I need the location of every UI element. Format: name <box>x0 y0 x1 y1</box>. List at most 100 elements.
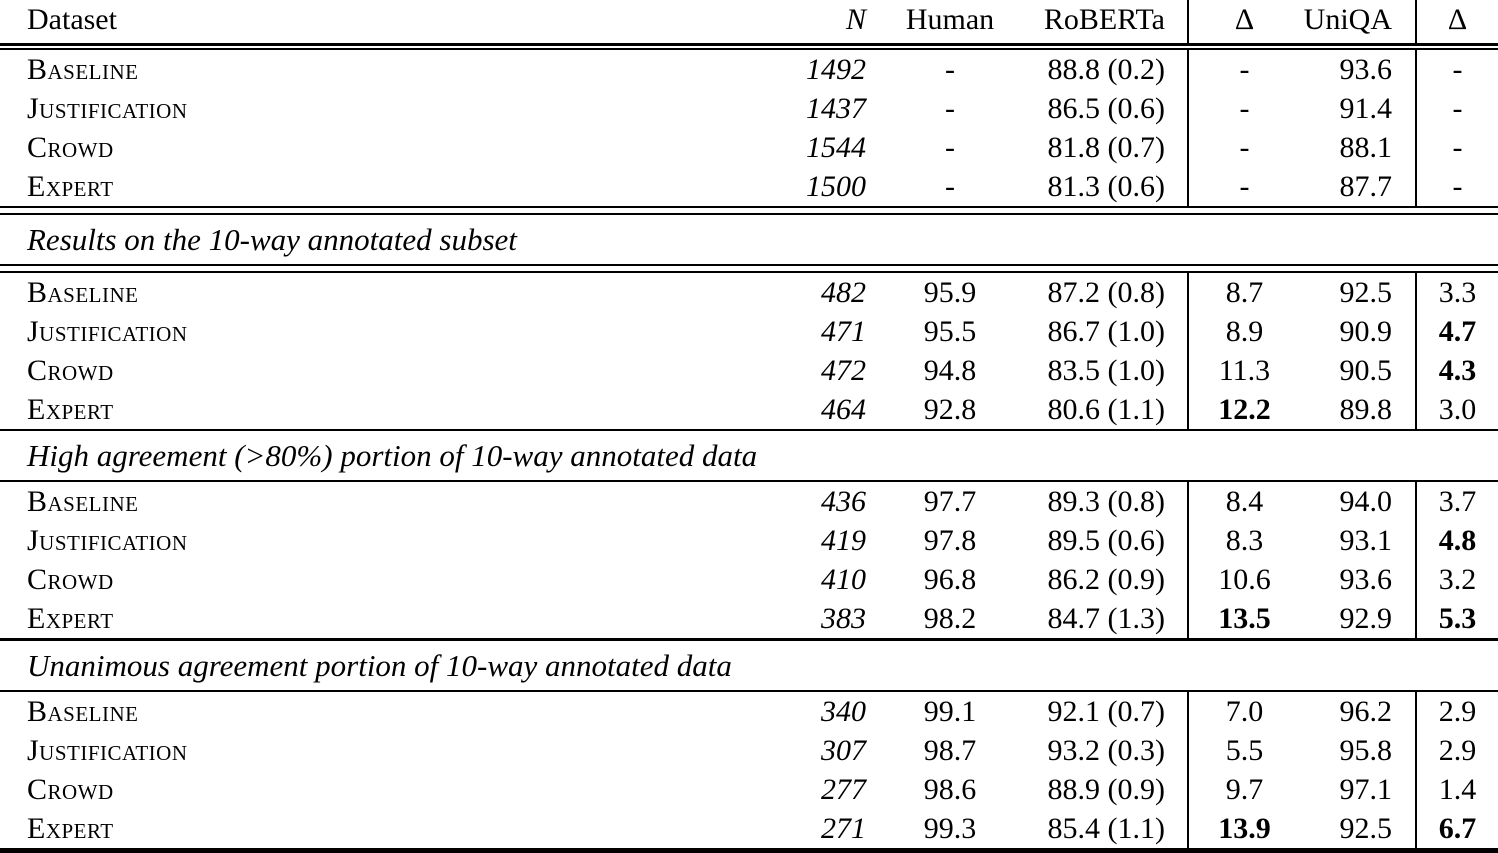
uniqa-accuracy-cell: 92.5 <box>1339 276 1393 309</box>
human-accuracy-cell: 98.2 <box>923 602 977 635</box>
dataset-cell: Baseline <box>27 485 139 518</box>
column-header-uniqa: UniQA <box>1303 3 1392 36</box>
roberta-accuracy-cell: 85.4 (1.1) <box>1047 812 1165 845</box>
delta-uniqa-cell: 6.7 <box>1415 809 1498 848</box>
delta-roberta-cell: 11.3 <box>1187 351 1300 390</box>
section-title-unanimous-agreement: Unanimous agreement portion of 10-way an… <box>27 648 732 683</box>
human-accuracy-cell: - <box>945 170 955 203</box>
table-block-full-set: Baseline 1492 - 88.8 (0.2) - 93.6 - Just… <box>0 50 1498 206</box>
roberta-accuracy-cell: 86.2 (0.9) <box>1047 563 1165 596</box>
delta-roberta-cell: 9.7 <box>1187 770 1300 809</box>
roberta-accuracy-cell: 89.5 (0.6) <box>1047 524 1165 557</box>
table-row: Justification 419 97.8 89.5 (0.6) 8.3 93… <box>0 521 1498 560</box>
table-block-unanimous-agreement: Baseline 340 99.1 92.1 (0.7) 7.0 96.2 2.… <box>0 692 1498 848</box>
column-header-roberta: RoBERTa <box>1043 3 1165 36</box>
horizontal-rule <box>0 690 1498 692</box>
delta-roberta-cell: 8.9 <box>1187 312 1300 351</box>
delta-uniqa-cell: 3.7 <box>1415 482 1498 521</box>
dataset-cell: Crowd <box>27 131 114 164</box>
dataset-cell: Crowd <box>27 354 114 387</box>
human-accuracy-cell: 97.7 <box>923 485 977 518</box>
dataset-cell: Baseline <box>27 276 139 309</box>
dataset-cell: Expert <box>27 170 114 203</box>
roberta-accuracy-cell: 81.3 (0.6) <box>1047 170 1165 203</box>
delta-uniqa-cell: 2.9 <box>1415 731 1498 770</box>
delta-uniqa-cell: 4.3 <box>1415 351 1498 390</box>
roberta-accuracy-cell: 86.7 (1.0) <box>1047 315 1165 348</box>
delta-uniqa-cell: 3.2 <box>1415 560 1498 599</box>
delta-uniqa-cell: 5.3 <box>1415 599 1498 638</box>
delta-uniqa-cell: 2.9 <box>1415 692 1498 731</box>
delta-uniqa-cell: - <box>1415 89 1498 128</box>
uniqa-accuracy-cell: 88.1 <box>1339 131 1393 164</box>
table-row: Justification 1437 - 86.5 (0.6) - 91.4 - <box>0 89 1498 128</box>
human-accuracy-cell: 98.6 <box>923 773 977 806</box>
roberta-accuracy-cell: 92.1 (0.7) <box>1047 695 1165 728</box>
dataset-cell: Justification <box>27 524 188 557</box>
roberta-accuracy-cell: 87.2 (0.8) <box>1047 276 1165 309</box>
table-row: Baseline 1492 - 88.8 (0.2) - 93.6 - <box>0 50 1498 89</box>
table-block-10way-subset: Baseline 482 95.9 87.2 (0.8) 8.7 92.5 3.… <box>0 273 1498 429</box>
n-cell: 277 <box>821 773 866 806</box>
delta-roberta-cell: 7.0 <box>1187 692 1300 731</box>
roberta-accuracy-cell: 84.7 (1.3) <box>1047 602 1165 635</box>
column-header-dataset: Dataset <box>27 3 117 36</box>
n-cell: 307 <box>821 734 866 767</box>
dataset-cell: Expert <box>27 602 114 635</box>
section-title-10way-subset: Results on the 10-way annotated subset <box>27 222 517 257</box>
dataset-cell: Expert <box>27 393 114 426</box>
column-header-delta-roberta: Δ <box>1187 0 1300 43</box>
human-accuracy-cell: 92.8 <box>923 393 977 426</box>
delta-uniqa-cell: 1.4 <box>1415 770 1498 809</box>
n-cell: 419 <box>821 524 866 557</box>
table-row: Expert 383 98.2 84.7 (1.3) 13.5 92.9 5.3 <box>0 599 1498 638</box>
n-cell: 410 <box>821 563 866 596</box>
uniqa-accuracy-cell: 92.9 <box>1339 602 1393 635</box>
horizontal-rule <box>0 480 1498 482</box>
table-row: Crowd 472 94.8 83.5 (1.0) 11.3 90.5 4.3 <box>0 351 1498 390</box>
dataset-cell: Baseline <box>27 53 139 86</box>
dataset-cell: Expert <box>27 812 114 845</box>
table-row: Crowd 410 96.8 86.2 (0.9) 10.6 93.6 3.2 <box>0 560 1498 599</box>
table-block-high-agreement: Baseline 436 97.7 89.3 (0.8) 8.4 94.0 3.… <box>0 482 1498 638</box>
delta-roberta-cell: - <box>1187 128 1300 167</box>
delta-roberta-cell: 12.2 <box>1187 390 1300 429</box>
horizontal-rule-bottom <box>0 848 1498 853</box>
delta-uniqa-cell: - <box>1415 128 1498 167</box>
delta-uniqa-cell: - <box>1415 50 1498 89</box>
n-cell: 271 <box>821 812 866 845</box>
n-cell: 383 <box>821 602 866 635</box>
uniqa-accuracy-cell: 96.2 <box>1339 695 1393 728</box>
uniqa-accuracy-cell: 93.6 <box>1339 53 1393 86</box>
dataset-cell: Baseline <box>27 695 139 728</box>
human-accuracy-cell: 99.1 <box>923 695 977 728</box>
dataset-cell: Crowd <box>27 563 114 596</box>
dataset-cell: Crowd <box>27 773 114 806</box>
uniqa-accuracy-cell: 89.8 <box>1339 393 1393 426</box>
delta-uniqa-cell: 4.8 <box>1415 521 1498 560</box>
horizontal-rule-below-header <box>0 43 1498 50</box>
uniqa-accuracy-cell: 95.8 <box>1339 734 1393 767</box>
human-accuracy-cell: - <box>945 92 955 125</box>
n-cell: 1500 <box>806 170 866 203</box>
n-cell: 1492 <box>806 53 866 86</box>
roberta-accuracy-cell: 80.6 (1.1) <box>1047 393 1165 426</box>
column-header-human: Human <box>905 3 995 36</box>
human-accuracy-cell: 95.5 <box>923 315 977 348</box>
column-header-delta-uniqa: Δ <box>1415 0 1498 43</box>
delta-uniqa-cell: 4.7 <box>1415 312 1498 351</box>
table-row: Crowd 277 98.6 88.9 (0.9) 9.7 97.1 1.4 <box>0 770 1498 809</box>
n-cell: 471 <box>821 315 866 348</box>
horizontal-rule <box>0 429 1498 431</box>
uniqa-accuracy-cell: 93.1 <box>1339 524 1393 557</box>
table-row: Justification 307 98.7 93.2 (0.3) 5.5 95… <box>0 731 1498 770</box>
n-cell: 472 <box>821 354 866 387</box>
delta-uniqa-cell: - <box>1415 167 1498 206</box>
n-cell: 436 <box>821 485 866 518</box>
human-accuracy-cell: 95.9 <box>923 276 977 309</box>
column-header-n: N <box>845 3 866 36</box>
uniqa-accuracy-cell: 87.7 <box>1339 170 1393 203</box>
uniqa-accuracy-cell: 93.6 <box>1339 563 1393 596</box>
table-row: Expert 464 92.8 80.6 (1.1) 12.2 89.8 3.0 <box>0 390 1498 429</box>
